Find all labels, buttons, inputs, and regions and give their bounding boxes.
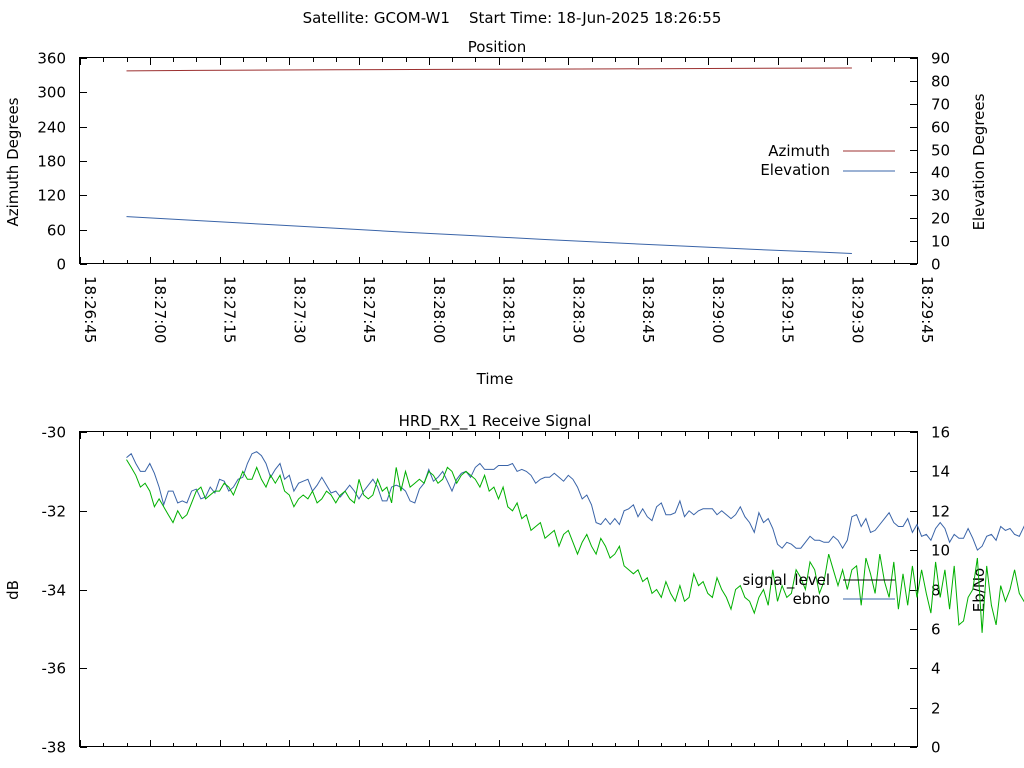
y2-tick-label: 70 [931, 96, 950, 114]
x-tick-label: 18:28:15 [500, 276, 518, 343]
y2-tick-label: 40 [931, 164, 950, 182]
y2-tick-label: 12 [931, 503, 950, 521]
y-tick-label: -34 [42, 582, 67, 600]
x-tick-label: 18:26:45 [81, 276, 99, 343]
signal-y2-tick-labels: 0 2 4 6 8 10 12 14 16 [931, 424, 950, 757]
y-tick-label: 360 [37, 50, 66, 68]
signal-plot-frame [79, 431, 918, 747]
x-tick-label: 18:29:45 [918, 276, 936, 343]
x-tick-label: 18:27:00 [151, 276, 169, 343]
x-tick-label: 18:28:30 [569, 276, 587, 343]
legend-label-azimuth: Azimuth [768, 142, 830, 160]
x-tick-label: 18:27:45 [360, 276, 378, 343]
position-chart: Position 0 60 120 180 240 300 360 0 10 20 30 40 50 6… [4, 38, 988, 388]
position-y-tick-labels: 0 60 120 180 240 300 360 [37, 50, 66, 274]
y2-tick-label: 20 [931, 210, 950, 228]
series-line-azimuth [126, 67, 852, 72]
y2-tick-label: 6 [931, 621, 941, 639]
y-tick-label: 180 [37, 153, 66, 171]
x-tick-label: 18:27:30 [290, 276, 308, 343]
y2-tick-label: 4 [931, 660, 941, 678]
y-tick-label: 240 [37, 119, 66, 137]
y2-tick-label: 10 [931, 542, 950, 560]
y2-tick-label: 8 [931, 582, 941, 600]
legend-label-signal-level: signal_level [742, 571, 830, 590]
y2-tick-label: 16 [931, 424, 950, 442]
position-y2-tick-labels: 0 10 20 30 40 50 60 70 80 90 [931, 50, 950, 274]
x-tick-label: 18:27:15 [221, 276, 239, 343]
y-tick-label: -38 [42, 739, 67, 757]
position-legend: Azimuth Elevation [760, 142, 895, 179]
position-chart-title: Position [468, 38, 526, 56]
signal-y-axis-label: dB [4, 580, 22, 600]
y2-tick-label: 90 [931, 50, 950, 68]
y2-tick-label: 14 [931, 463, 950, 481]
x-tick-label: 18:29:15 [779, 276, 797, 343]
y-tick-label: 60 [47, 222, 66, 240]
y2-tick-label: 0 [931, 256, 941, 274]
position-series [126, 67, 852, 254]
y-tick-label: -32 [42, 503, 67, 521]
position-y-axis-label: Azimuth Degrees [4, 97, 22, 226]
series-line-series-2 [126, 459, 1024, 633]
series-line-elevation [126, 216, 852, 254]
x-tick-label: 18:29:00 [709, 276, 727, 343]
signal-chart-title: HRD_RX_1 Receive Signal [399, 412, 592, 431]
legend-label-ebno: ebno [793, 590, 830, 608]
position-plot-frame [79, 57, 918, 264]
signal-chart: HRD_RX_1 Receive Signal -38-36-34-32-30 … [4, 412, 1024, 757]
signal-legend: signal_level ebno [742, 571, 895, 608]
signal-ticks [80, 432, 918, 748]
x-tick-label: 18:29:30 [848, 276, 866, 343]
y-tick-label: 300 [37, 84, 66, 102]
y-tick-label: -36 [42, 660, 67, 678]
position-x-axis-label: Time [476, 370, 514, 388]
y2-tick-label: 60 [931, 119, 950, 137]
signal-series [126, 451, 1024, 633]
y-tick-label: 120 [37, 187, 66, 205]
y2-tick-label: 10 [931, 233, 950, 251]
y-tick-label: -30 [42, 424, 67, 442]
position-x-tick-labels: 18:26:45 18:27:00 18:27:15 18:27:30 18:27:45… [81, 276, 936, 343]
x-tick-label: 18:28:45 [639, 276, 657, 343]
y2-tick-label: 2 [931, 700, 941, 718]
position-ticks [80, 58, 918, 265]
y2-tick-label: 0 [931, 739, 941, 757]
signal-y-tick-labels: -38 -36 -34 -32 -30 [42, 424, 67, 757]
x-tick-label: 18:28:00 [430, 276, 448, 343]
position-y2-axis-label: Elevation Degrees [970, 93, 988, 230]
y2-tick-label: 30 [931, 187, 950, 205]
page-title: Satellite: GCOM-W1 Start Time: 18-Jun-20… [303, 9, 722, 27]
series-line-ebno [126, 451, 1024, 551]
y2-tick-label: 50 [931, 142, 950, 160]
y-tick-label: 0 [56, 256, 66, 274]
legend-label-elevation: Elevation [760, 161, 830, 179]
y2-tick-label: 80 [931, 73, 950, 91]
